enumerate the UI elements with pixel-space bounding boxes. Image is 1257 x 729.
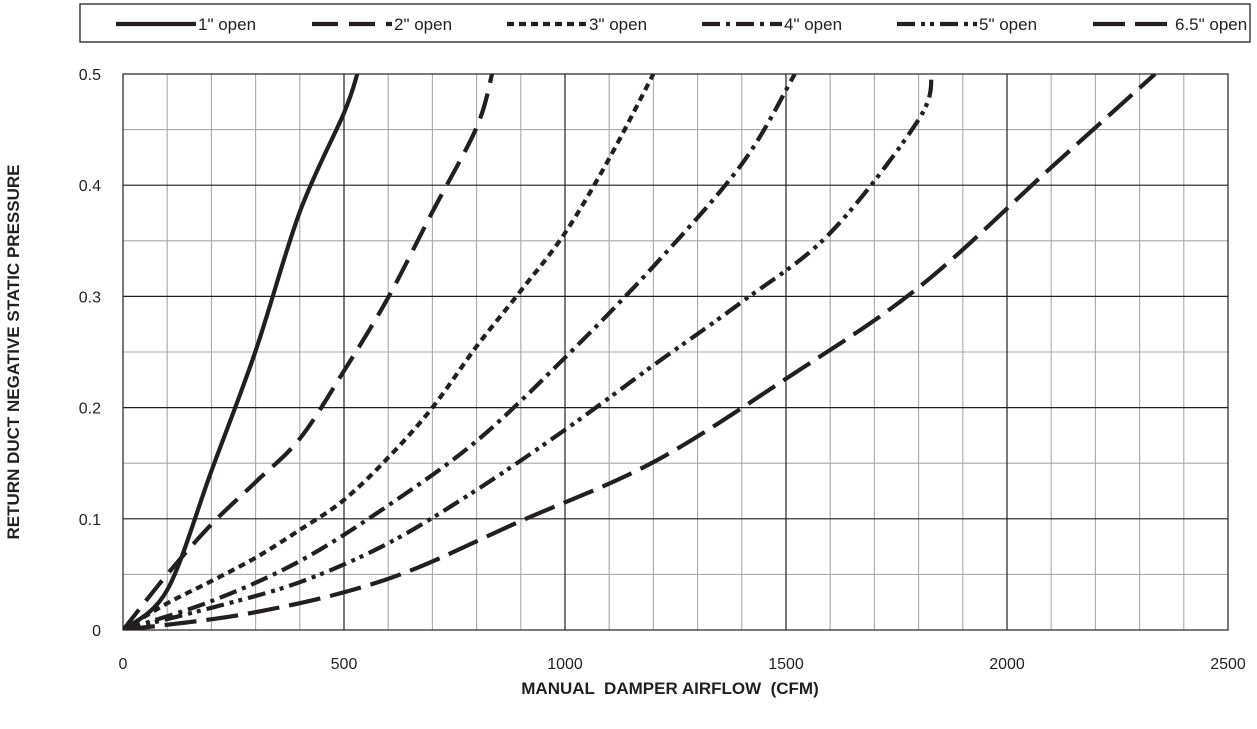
legend-label-2: 2" open <box>394 15 452 34</box>
x-axis-title: MANUAL DAMPER AIRFLOW (CFM) <box>521 679 818 698</box>
y-tick-label: 0.3 <box>79 289 101 306</box>
y-axis-ticks: 0 0.1 0.2 0.3 0.4 0.5 <box>79 67 101 640</box>
y-tick-label: 0.5 <box>79 67 101 84</box>
legend-label-5: 5" open <box>979 15 1037 34</box>
y-axis-title: RETURN DUCT NEGATIVE STATIC PRESSURE <box>4 165 23 540</box>
y-tick-label: 0 <box>92 623 101 640</box>
x-axis-ticks: 0 500 1000 1500 2000 2500 <box>119 656 1246 673</box>
x-tick-label: 0 <box>119 656 128 673</box>
x-tick-label: 500 <box>331 656 358 673</box>
x-tick-label: 1000 <box>547 656 583 673</box>
x-tick-label: 2000 <box>989 656 1025 673</box>
y-tick-label: 0.4 <box>79 178 101 195</box>
legend-label-6: 6.5" open <box>1175 15 1247 34</box>
legend-label-3: 3" open <box>589 15 647 34</box>
legend-label-1: 1" open <box>198 15 256 34</box>
y-tick-label: 0.2 <box>79 401 101 418</box>
x-tick-label: 2500 <box>1210 656 1246 673</box>
x-tick-label: 1500 <box>768 656 804 673</box>
legend-label-4: 4" open <box>784 15 842 34</box>
y-tick-label: 0.1 <box>79 512 101 529</box>
